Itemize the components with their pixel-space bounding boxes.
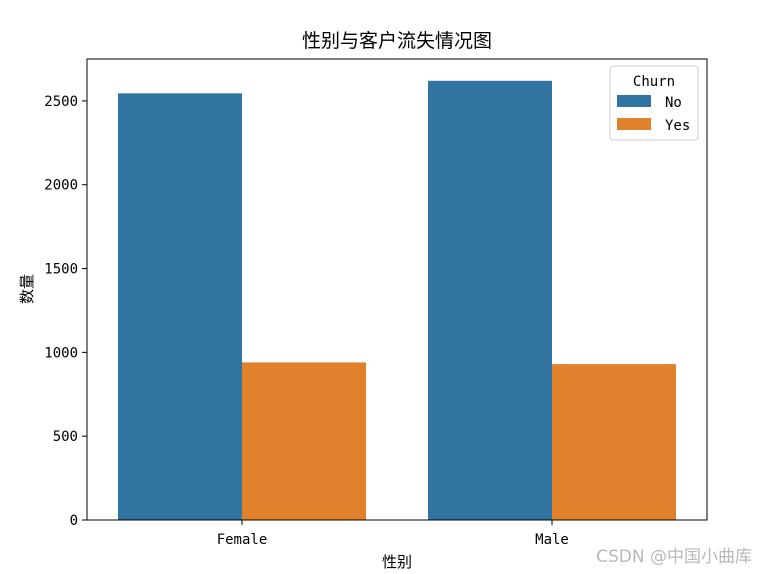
bar-male-no — [428, 80, 552, 520]
y-tick-label: 500 — [53, 429, 78, 445]
bar-female-yes — [242, 362, 366, 520]
y-tick-label: 2500 — [44, 94, 78, 110]
legend-swatch-yes — [617, 118, 651, 130]
y-tick-label: 1000 — [44, 345, 78, 361]
bars — [118, 80, 676, 521]
legend-label-no: No — [665, 95, 682, 111]
x-tick-label: Female — [217, 532, 268, 548]
legend-swatch-no — [617, 95, 651, 107]
bar-female-no — [118, 93, 242, 521]
legend: Churn No Yes — [609, 65, 699, 141]
chart-title: 性别与客户流失情况图 — [302, 30, 492, 52]
x-axis-label: 性别 — [382, 553, 412, 571]
y-tick-label: 1500 — [44, 262, 78, 278]
y-axis-label: 数量 — [18, 274, 36, 304]
plot-frame — [86, 58, 708, 521]
legend-title: Churn — [633, 74, 675, 90]
y-tick-label: 2000 — [44, 178, 78, 194]
bar-male-yes — [552, 364, 676, 520]
legend-label-yes: Yes — [665, 118, 690, 134]
y-axis-ticks: 0 500 1000 1500 2000 2500 — [44, 94, 87, 529]
y-tick-label: 0 — [70, 513, 78, 529]
x-tick-label: Male — [535, 532, 569, 548]
watermark: CSDN @中国小曲库 — [596, 547, 752, 567]
x-axis-ticks: Female Male — [217, 520, 569, 548]
